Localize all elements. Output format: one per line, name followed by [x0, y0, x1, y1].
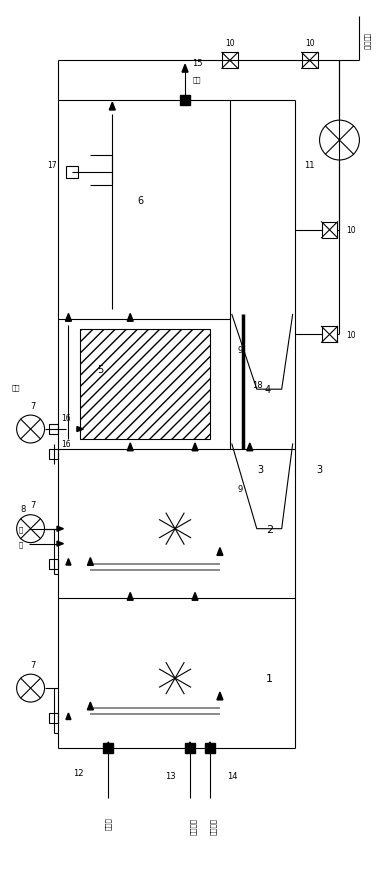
Text: 10: 10: [305, 39, 314, 48]
Polygon shape: [207, 742, 213, 750]
Text: 污泥脱水: 污泥脱水: [364, 32, 371, 50]
Polygon shape: [57, 526, 64, 531]
Text: 碱: 碱: [18, 526, 23, 532]
Text: 碳: 碳: [18, 541, 23, 547]
Text: 17: 17: [48, 161, 57, 170]
Text: 8: 8: [20, 504, 25, 514]
Polygon shape: [205, 743, 215, 753]
Polygon shape: [192, 444, 198, 452]
Polygon shape: [127, 593, 133, 601]
Polygon shape: [77, 427, 83, 432]
Text: 3: 3: [258, 464, 264, 474]
Text: 4: 4: [265, 385, 271, 395]
Polygon shape: [57, 541, 64, 546]
Text: 脱硫废水: 脱硫废水: [190, 817, 196, 834]
Polygon shape: [127, 314, 133, 322]
Polygon shape: [217, 692, 223, 700]
Polygon shape: [185, 743, 195, 753]
Text: 1: 1: [266, 674, 273, 683]
Text: 13: 13: [165, 772, 175, 781]
Text: 11: 11: [304, 161, 315, 170]
Text: 16: 16: [62, 440, 71, 449]
Polygon shape: [217, 548, 223, 556]
Text: 18: 18: [252, 381, 263, 389]
Polygon shape: [65, 314, 71, 322]
Polygon shape: [247, 444, 253, 452]
Polygon shape: [192, 593, 198, 601]
Text: 12: 12: [73, 768, 83, 777]
Text: 7: 7: [30, 660, 35, 669]
Text: 14: 14: [227, 772, 237, 781]
Polygon shape: [109, 103, 115, 111]
Text: 出水: 出水: [193, 76, 201, 82]
Text: 10: 10: [347, 331, 356, 339]
Text: 2: 2: [266, 524, 273, 534]
Text: 15: 15: [192, 59, 202, 68]
Text: 10: 10: [347, 226, 356, 235]
Text: 进气: 进气: [11, 384, 20, 391]
Text: 5: 5: [97, 365, 103, 374]
Polygon shape: [127, 444, 133, 452]
Polygon shape: [182, 65, 188, 73]
Polygon shape: [87, 702, 93, 710]
Polygon shape: [66, 713, 71, 720]
Text: 10: 10: [225, 39, 235, 48]
Polygon shape: [66, 559, 71, 566]
Polygon shape: [103, 743, 113, 753]
Text: 7: 7: [30, 401, 35, 410]
Text: 7: 7: [30, 501, 35, 510]
Text: 生活污水: 生活污水: [210, 817, 216, 834]
Polygon shape: [105, 742, 111, 750]
Polygon shape: [187, 742, 193, 750]
Text: 9: 9: [237, 485, 243, 494]
Text: 16: 16: [62, 413, 71, 422]
Text: 3: 3: [316, 464, 323, 474]
Text: 9: 9: [237, 346, 243, 354]
Bar: [80, 330, 210, 439]
Text: 6: 6: [137, 196, 143, 205]
Bar: [80, 330, 210, 439]
Polygon shape: [180, 96, 190, 106]
Text: 保温水: 保温水: [105, 816, 112, 829]
Polygon shape: [87, 558, 93, 566]
